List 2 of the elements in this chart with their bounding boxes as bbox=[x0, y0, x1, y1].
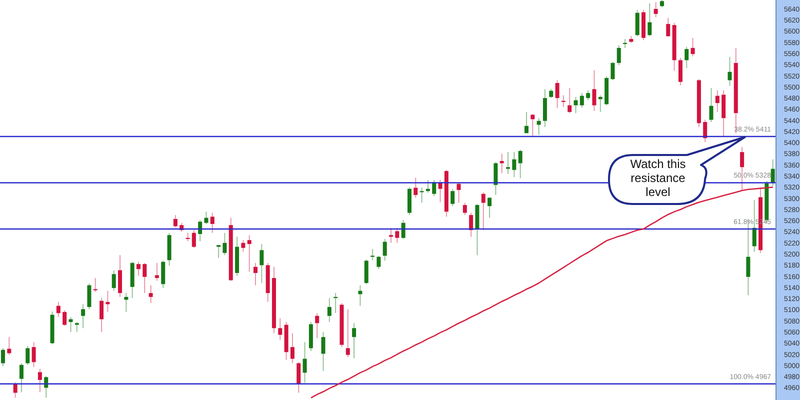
line-series bbox=[310, 186, 774, 398]
annotation: Watch this resistance level bbox=[629, 157, 687, 199]
